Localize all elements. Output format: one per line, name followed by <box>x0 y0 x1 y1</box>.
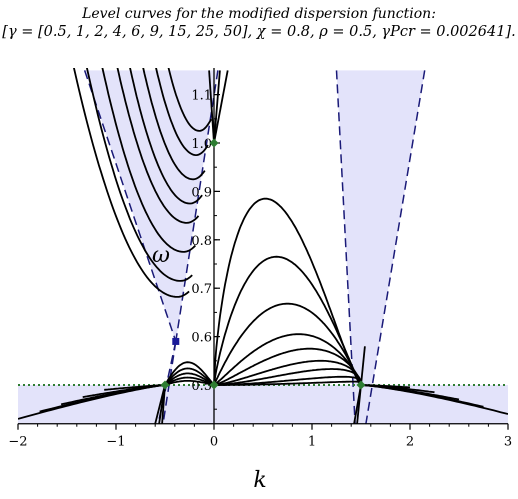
right-steep-curve <box>356 384 362 424</box>
y-tick-label: 0.9 <box>191 185 212 200</box>
right-steep-curve <box>360 346 366 386</box>
left-steep-curve <box>161 384 166 424</box>
upper-steep-curve <box>208 70 215 144</box>
x-tick-label: 3 <box>504 435 512 450</box>
center-bump-curve <box>164 367 215 386</box>
center-bump-curve <box>164 376 215 386</box>
x-tick-label: 1 <box>308 435 316 450</box>
right-tail-curve <box>361 384 411 389</box>
y-tick-label: 1.1 <box>191 89 212 104</box>
left-branch-curve <box>116 68 200 224</box>
center-bump-curve <box>164 361 215 386</box>
right-lobe-curve <box>213 255 362 386</box>
left-branch-curve <box>73 68 190 298</box>
right-lobe-curve <box>214 368 362 386</box>
equilibrium-point-marker <box>209 380 219 390</box>
x-tick-label: −1 <box>106 435 125 450</box>
left-branch-curve <box>155 68 209 157</box>
x-tick-label: −2 <box>8 435 27 450</box>
equilibrium-point-marker <box>160 380 170 390</box>
chart-subtitle: [γ = [0.5, 1, 2, 4, 6, 9, 15, 25, 50], χ… <box>2 24 516 40</box>
equilibrium-point-marker <box>209 138 219 148</box>
left-branch-curve <box>142 68 206 181</box>
center-bump-curve <box>164 372 215 386</box>
right-lobe-curve <box>213 333 362 386</box>
left-band-edge-outer <box>83 70 177 342</box>
right-lobe-curve <box>213 359 362 386</box>
lower-region <box>18 385 508 424</box>
y-axis-label: ω <box>152 243 170 268</box>
left-region <box>84 70 218 424</box>
y-tick-label: 0.8 <box>191 234 212 249</box>
equilibrium-point-marker <box>356 380 366 390</box>
left-branch-curve <box>86 68 193 282</box>
center-bump-curve <box>164 380 215 386</box>
y-tick-label: 0.5 <box>191 379 212 394</box>
upper-steep-curve <box>213 70 229 144</box>
upper-steep-curve <box>213 70 221 144</box>
right-lobe-curve <box>214 380 362 386</box>
x-tick-label: 2 <box>406 435 414 450</box>
right-region <box>336 70 425 424</box>
y-tick-label: 0.7 <box>191 282 212 297</box>
right-lobe-curve <box>213 347 362 386</box>
chart-title: Level curves for the modified dispersion… <box>82 6 436 22</box>
left-branch-curve <box>101 68 197 253</box>
right-band-edge-right <box>365 70 426 424</box>
left-branch-curve <box>167 68 212 132</box>
x-tick-label: 0 <box>210 435 218 450</box>
left-branch-curve <box>129 68 203 205</box>
right-lobe-curve <box>213 197 362 386</box>
y-tick-label: 1.0 <box>191 137 212 152</box>
critical-point-marker <box>172 337 180 345</box>
right-lobe-curve <box>213 302 362 386</box>
x-axis-label: k <box>253 468 266 493</box>
left-tail-curve <box>104 384 166 391</box>
y-tick-label: 0.6 <box>191 331 212 346</box>
